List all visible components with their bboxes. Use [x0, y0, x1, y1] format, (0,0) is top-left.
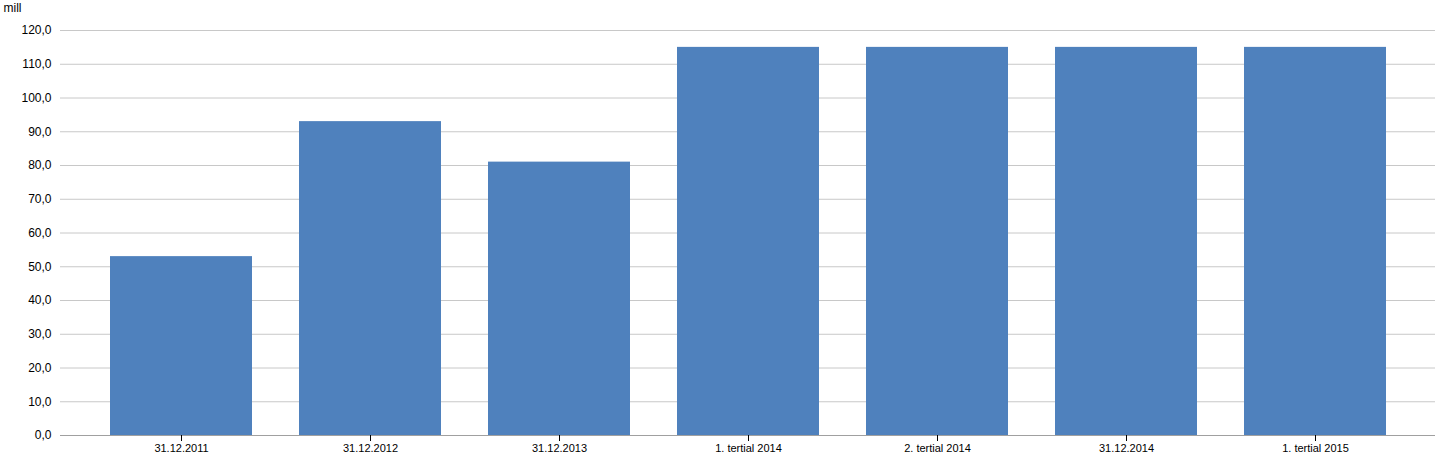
svg-text:50,0: 50,0	[28, 260, 52, 274]
svg-text:110,0: 110,0	[22, 57, 51, 71]
svg-text:1. tertial 2015: 1. tertial 2015	[1282, 442, 1349, 454]
svg-text:2. tertial 2014: 2. tertial 2014	[904, 442, 971, 454]
svg-text:0,0: 0,0	[35, 428, 52, 442]
svg-text:70,0: 70,0	[28, 192, 52, 206]
svg-text:1. tertial 2014: 1. tertial 2014	[715, 442, 782, 454]
svg-text:31.12.2013: 31.12.2013	[532, 442, 587, 454]
svg-text:mill: mill	[4, 1, 22, 15]
svg-text:10,0: 10,0	[28, 395, 52, 409]
svg-text:31.12.2012: 31.12.2012	[343, 442, 398, 454]
svg-text:60,0: 60,0	[28, 226, 52, 240]
svg-text:20,0: 20,0	[28, 361, 52, 375]
svg-text:31.12.2011: 31.12.2011	[154, 442, 208, 454]
svg-text:80,0: 80,0	[28, 158, 52, 172]
svg-text:100,0: 100,0	[21, 91, 51, 105]
svg-text:40,0: 40,0	[28, 293, 52, 307]
svg-text:120,0: 120,0	[21, 23, 51, 37]
svg-text:90,0: 90,0	[28, 125, 52, 139]
svg-text:31.12.2014: 31.12.2014	[1099, 442, 1154, 454]
svg-text:30,0: 30,0	[28, 327, 52, 341]
